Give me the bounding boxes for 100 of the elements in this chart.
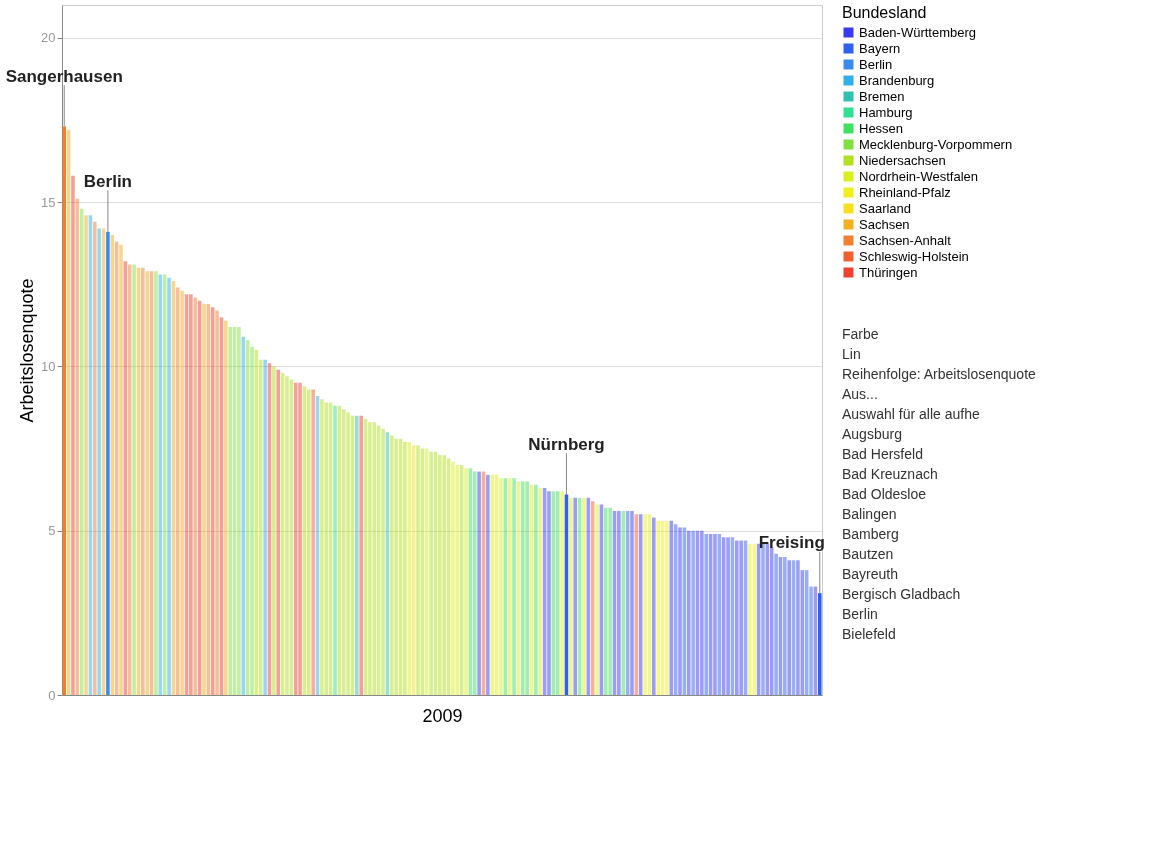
bar (455, 465, 460, 695)
bar (787, 560, 791, 695)
legend-label: Saarland (859, 200, 912, 216)
y-tick-label: 20 (41, 30, 56, 46)
annotation: Berlin (83, 171, 132, 191)
bar (241, 336, 246, 695)
legend-label: Thüringen (859, 264, 918, 280)
bar (71, 175, 75, 695)
bar (403, 442, 407, 695)
bar (381, 428, 385, 695)
bar (258, 359, 263, 695)
bar (84, 215, 88, 695)
bar (175, 287, 180, 695)
legend-label: Sachsen-Anhalt (859, 232, 952, 248)
bar (110, 235, 115, 695)
bar (691, 530, 695, 695)
bar (573, 497, 577, 695)
bar (346, 412, 350, 695)
bar (189, 294, 193, 695)
bar (368, 422, 372, 695)
bar (215, 310, 219, 695)
legend-label: Hamburg (859, 104, 913, 120)
bar (202, 304, 206, 695)
bar (132, 264, 136, 695)
bar (307, 389, 311, 695)
legend-label: Hessen (859, 120, 904, 136)
bar (669, 520, 674, 695)
bar (608, 507, 612, 695)
legend-label: Niedersachsen (859, 152, 946, 168)
bar (534, 484, 538, 695)
bar (525, 481, 529, 695)
text: Balingen (842, 506, 897, 522)
bar (752, 543, 757, 695)
annotation: Freising (758, 533, 825, 553)
text: Bielefeld (842, 626, 896, 642)
bar (643, 514, 647, 695)
bar (700, 530, 704, 695)
bar (464, 468, 468, 695)
bar (263, 359, 267, 695)
annotation: Sangerhausen (5, 66, 123, 86)
bar (665, 520, 669, 695)
legend-label: Mecklenburg-Vorpommern (859, 136, 1013, 152)
legend-title: Bundesland (842, 4, 927, 21)
bar (486, 474, 490, 695)
text: Bad Oldesloe (842, 486, 927, 502)
bar (555, 491, 560, 695)
bar (739, 540, 743, 695)
bar (451, 461, 455, 695)
bar (809, 586, 813, 695)
bar (472, 471, 477, 695)
bar (538, 488, 543, 695)
bar (490, 474, 495, 695)
bar (250, 346, 254, 695)
bar (62, 126, 67, 695)
text: Bayreuth (842, 566, 899, 582)
bar (228, 327, 232, 695)
legend-label: Brandenburg (859, 72, 935, 88)
text: Augsburg (842, 426, 902, 442)
text: Bad Kreuznach (842, 466, 938, 482)
bar (678, 527, 682, 695)
bar (595, 504, 599, 695)
bar (617, 511, 621, 695)
bar (154, 271, 158, 695)
bar (93, 221, 97, 695)
bar (477, 471, 481, 695)
bar (638, 514, 643, 695)
legend-label: Rheinland-Pfalz (859, 184, 951, 200)
bar (569, 497, 573, 695)
bar (311, 389, 315, 695)
bar (560, 491, 564, 695)
bar (210, 307, 215, 695)
legend-label: Sachsen (859, 216, 910, 232)
legend-label: Bremen (859, 88, 905, 104)
bar (389, 435, 394, 695)
bar (796, 560, 800, 695)
bar (521, 481, 525, 695)
bar (512, 478, 516, 695)
bar (97, 228, 101, 695)
bar (774, 553, 778, 695)
text: Aus... (842, 386, 878, 402)
bar (748, 543, 752, 695)
bar (224, 320, 228, 695)
bar (783, 557, 787, 695)
text: Auswahl für alle aufhe (842, 406, 980, 422)
bar (141, 267, 145, 695)
bar (272, 366, 276, 695)
legend-label: Bayern (859, 40, 901, 56)
text: Farbe (842, 326, 879, 342)
bar (320, 399, 324, 695)
text: Reihenfolge: Arbeitslosenquote (842, 366, 1037, 382)
text: Bamberg (842, 526, 899, 542)
bar (547, 491, 551, 695)
bar (106, 231, 110, 695)
annotation: Nürnberg (528, 434, 605, 454)
bar (333, 405, 337, 695)
legend-label: Berlin (859, 56, 893, 72)
bar (127, 264, 132, 695)
bar (429, 451, 433, 695)
bar (726, 537, 730, 695)
bar (686, 530, 691, 695)
